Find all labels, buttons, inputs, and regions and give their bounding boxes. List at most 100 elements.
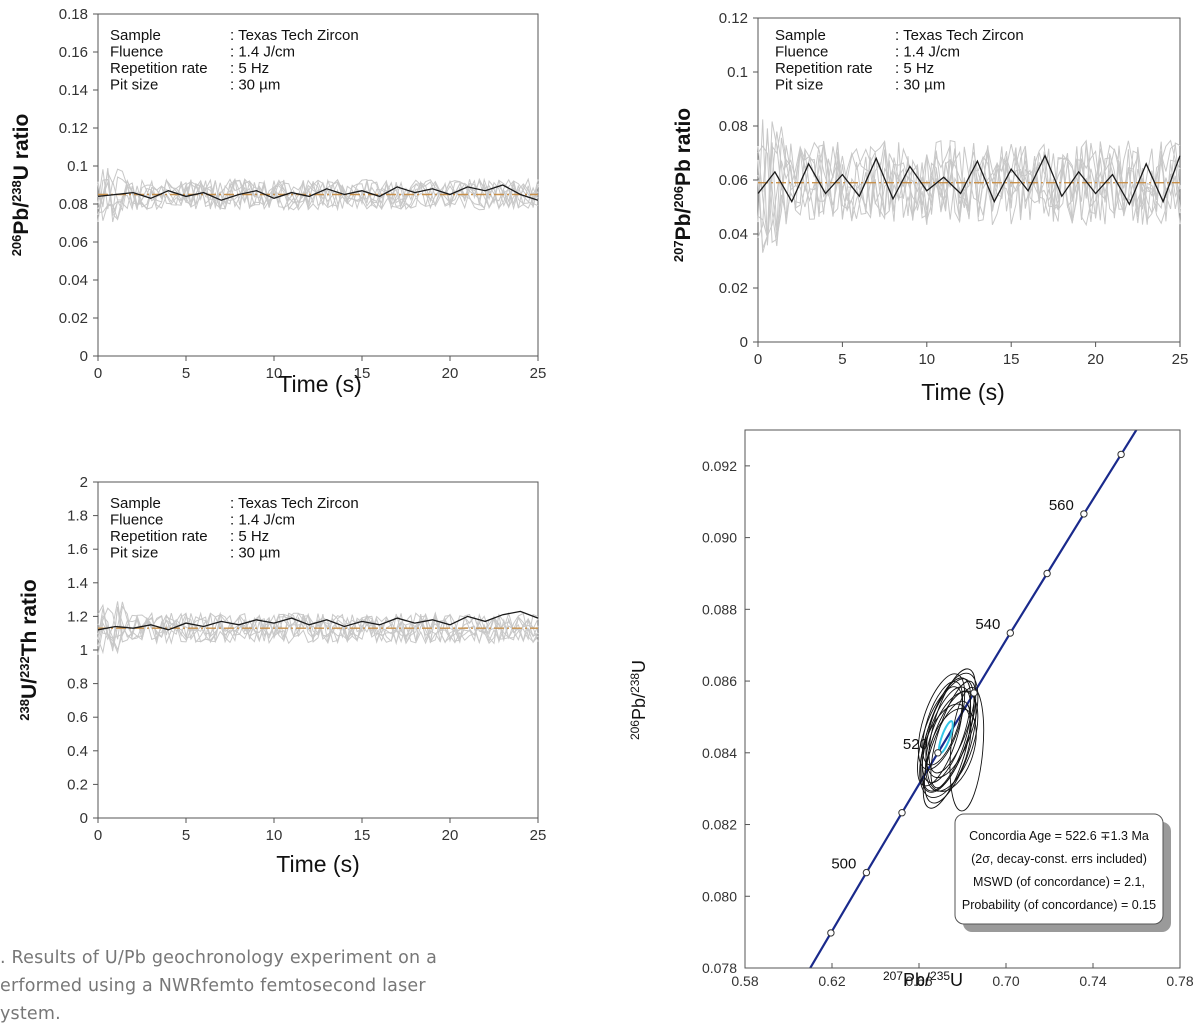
- y-tick-label: 2: [80, 474, 88, 491]
- x-tick-label: 25: [530, 827, 547, 844]
- y-tick-label: 0.1: [727, 64, 748, 81]
- spot-trace-line: [97, 168, 539, 216]
- y-tick-label: 0.078: [702, 960, 737, 976]
- x-tick-label: 0: [94, 827, 102, 844]
- x-axis-label: Time (s): [921, 379, 1004, 405]
- concordia-age-point: [1117, 450, 1125, 459]
- y-tick-label: 0.8: [67, 676, 88, 693]
- x-tick-label: 10: [266, 827, 283, 844]
- spot-trace-line: [757, 126, 1181, 238]
- x-tick-label: 25: [530, 365, 547, 382]
- data-ellipse: [919, 703, 972, 798]
- age-label: 540: [975, 616, 1000, 633]
- figure-canvas: 0 5 10 15 20 2500.020.040.060.080.10.120.140.…: [9, 6, 1194, 990]
- concordia-age-point: [1006, 629, 1014, 637]
- spot-trace-line: [97, 177, 539, 222]
- x-tick-label: 0.70: [992, 973, 1019, 989]
- info-key: Fluence: [110, 512, 163, 529]
- y-tick-label: 0.18: [59, 6, 88, 23]
- x-tick-label: 10: [266, 365, 283, 382]
- info-value: : 5 Hz: [230, 60, 269, 77]
- timeseries-panel-u238_th232: 0 5 10 15 20 25 0 0.2 0.4 0.6 0.8 1 1.2 1.4 1.6 1.8 2 Sam…: [17, 474, 546, 877]
- x-tick-label: 0.78: [1166, 973, 1193, 989]
- y-tick-label: 0.4: [67, 743, 88, 760]
- info-value: : 1.4 J/cm: [895, 44, 960, 61]
- data-ellipse: [949, 686, 985, 812]
- x-tick-label: 0.66: [905, 973, 932, 989]
- x-axis-label: Time (s): [276, 851, 359, 877]
- spot-trace-line: [97, 169, 539, 211]
- info-key: Fluence: [775, 44, 828, 61]
- info-key: Fluence: [110, 44, 163, 61]
- result-line: Concordia Age = 522.6 ∓1.3 Ma: [969, 829, 1149, 843]
- y-tick-label: 0.14: [59, 82, 88, 99]
- info-key: Pit size: [775, 77, 823, 94]
- y-tick-label: 1.4: [67, 575, 88, 592]
- data-ellipse: [922, 681, 964, 766]
- timeseries-panel-pb206_u238: 0 5 10 15 20 25 0 0.02 0.04 0.06 0.08 0.1 0.12 0.14 0.…: [9, 6, 546, 397]
- mean-series-line: [97, 610, 539, 631]
- y-tick-label: 0.08: [719, 118, 748, 135]
- info-key: Repetition rate: [110, 60, 208, 77]
- data-ellipse: [925, 691, 979, 792]
- x-tick-label: 15: [354, 827, 371, 844]
- x-tick-label: 15: [354, 365, 371, 382]
- y-tick-label: 0.086: [702, 673, 737, 689]
- mean-series-line: [757, 154, 1181, 206]
- mean-series-line: [97, 184, 539, 201]
- y-axis-label: 207Pb/206Pb ratio: [671, 108, 695, 262]
- y-tick-label: 0.06: [719, 172, 748, 189]
- caption-line: ystem.: [0, 1004, 61, 1024]
- info-value: : 1.4 J/cm: [230, 512, 295, 529]
- x-tick-label: 0.62: [818, 973, 845, 989]
- concordia-age-point: [827, 929, 835, 937]
- concordia-age-point: [934, 749, 942, 757]
- y-tick-label: 0.06: [59, 234, 88, 251]
- x-tick-label: 5: [838, 351, 846, 368]
- plot-frame: [744, 429, 1181, 969]
- concordia-age-point: [1080, 510, 1088, 518]
- x-tick-label: 20: [1087, 351, 1104, 368]
- concordia-age-point: [862, 868, 871, 877]
- info-value: : 30 µm: [895, 77, 945, 94]
- spot-trace-line: [757, 128, 1181, 247]
- spot-trace-line: [757, 140, 1181, 249]
- y-tick-label: 0.080: [702, 888, 737, 904]
- y-axis-label: 206Pb/238U ratio: [9, 114, 33, 257]
- spot-trace-line: [757, 139, 1181, 244]
- info-value: : 5 Hz: [895, 60, 934, 77]
- x-tick-label: 20: [442, 827, 459, 844]
- y-tick-label: 0.02: [719, 280, 748, 297]
- info-value: : Texas Tech Zircon: [895, 27, 1024, 44]
- data-ellipse: [925, 672, 979, 779]
- info-key: Pit size: [110, 77, 158, 94]
- x-tick-label: 10: [918, 351, 935, 368]
- spot-trace-line: [97, 611, 539, 655]
- y-tick-label: 0.092: [702, 458, 737, 474]
- spot-trace-line: [757, 137, 1181, 238]
- info-value: : 30 µm: [230, 77, 280, 94]
- y-tick-label: 0.6: [67, 709, 88, 726]
- y-tick-label: 0: [80, 810, 88, 827]
- y-tick-label: 0.16: [59, 44, 88, 61]
- data-ellipse: [930, 680, 977, 789]
- x-tick-label: 5: [182, 827, 190, 844]
- info-value: : 1.4 J/cm: [230, 44, 295, 61]
- x-tick-label: 5: [182, 365, 190, 382]
- timeseries-panel-pb207_pb206: 0 5 10 15 20 25 0 0.02 0.04 0.06 0.08 0.1 0.12 Sample…: [671, 10, 1188, 405]
- spot-trace-line: [97, 611, 539, 651]
- concordia-age-point: [1043, 569, 1051, 578]
- y-tick-label: 1: [80, 642, 88, 659]
- data-ellipse: [922, 700, 971, 809]
- info-key: Sample: [110, 495, 161, 512]
- info-value: : Texas Tech Zircon: [230, 27, 359, 44]
- x-axis-label: Time (s): [278, 371, 361, 397]
- x-axis-label: 207Pb/235U: [883, 969, 963, 990]
- y-tick-label: 0.2: [67, 776, 88, 793]
- concordia-panel: 500 520 540 560 0.58 0.62 0.66 0.70 0.74 0.78 0.07…: [628, 429, 1194, 990]
- y-tick-label: 0.082: [702, 817, 737, 833]
- info-key: Sample: [775, 27, 826, 44]
- concordia-age-point: [970, 689, 978, 697]
- y-tick-label: 0.04: [719, 226, 748, 243]
- x-tick-label: 20: [442, 365, 459, 382]
